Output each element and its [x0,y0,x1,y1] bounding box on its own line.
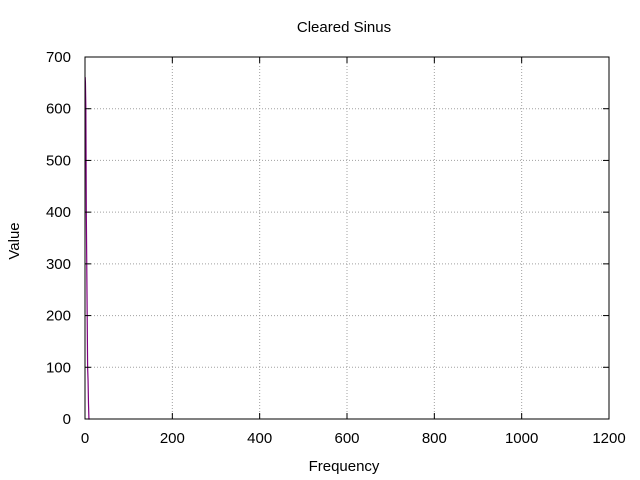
y-axis-label: Value [6,222,23,259]
grid-lines [85,57,609,419]
series-line [84,77,90,420]
x-tick-label: 1000 [505,430,538,447]
y-tick-label: 700 [46,49,71,66]
y-axis-ticks: 0 100 200 300 400 500 600 700 [46,49,609,428]
series-layer [84,77,90,420]
x-tick-label: 400 [247,430,272,447]
y-tick-label: 200 [46,308,71,325]
x-tick-label: 200 [160,430,185,447]
y-tick-label: 400 [46,204,71,221]
x-tick-label: 0 [81,430,89,447]
x-tick-label: 600 [334,430,359,447]
x-tick-label: 1200 [592,430,625,447]
y-tick-label: 0 [63,411,71,428]
y-tick-label: 600 [46,101,71,118]
y-tick-label: 500 [46,152,71,169]
x-tick-label: 800 [422,430,447,447]
x-axis-label: Frequency [309,458,380,475]
chart-title: Cleared Sinus [297,19,391,36]
y-tick-label: 100 [46,359,71,376]
y-tick-label: 300 [46,256,71,273]
x-axis-ticks: 0 200 400 600 800 1000 1200 [81,57,626,447]
